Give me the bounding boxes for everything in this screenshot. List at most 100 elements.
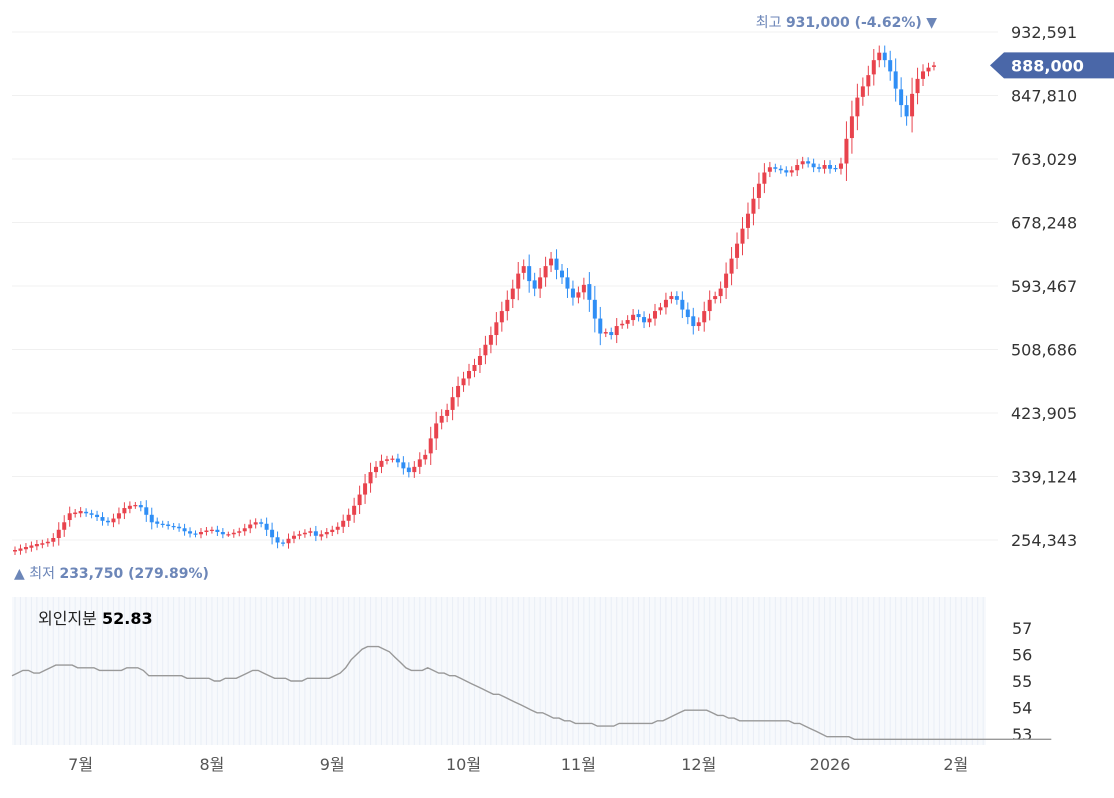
candle[interactable] (800, 156, 805, 169)
candle[interactable] (149, 507, 154, 530)
candle[interactable] (702, 301, 707, 332)
candle[interactable] (642, 311, 647, 329)
candle[interactable] (401, 456, 406, 475)
candle[interactable] (456, 376, 461, 407)
candle[interactable] (532, 272, 537, 297)
candle[interactable] (231, 529, 236, 538)
candle[interactable] (844, 121, 849, 181)
candle[interactable] (488, 326, 493, 354)
candle[interactable] (527, 254, 532, 293)
candle[interactable] (308, 527, 313, 537)
candle[interactable] (209, 526, 214, 534)
candle[interactable] (319, 530, 324, 541)
candle[interactable] (669, 291, 674, 304)
candle[interactable] (838, 157, 843, 175)
candle[interactable] (291, 531, 296, 544)
candle[interactable] (510, 279, 515, 308)
candle[interactable] (122, 502, 127, 520)
candle[interactable] (297, 530, 302, 540)
candle[interactable] (685, 302, 690, 325)
candle[interactable] (565, 267, 570, 298)
candle[interactable] (242, 523, 247, 536)
candle[interactable] (281, 539, 286, 547)
candle[interactable] (89, 509, 94, 519)
candle[interactable] (554, 249, 559, 280)
candle[interactable] (374, 461, 379, 478)
candle[interactable] (434, 411, 439, 451)
candle[interactable] (302, 529, 307, 538)
candle[interactable] (499, 301, 504, 332)
candle[interactable] (636, 309, 641, 322)
candle[interactable] (663, 292, 668, 315)
candle[interactable] (587, 272, 592, 312)
candle[interactable] (822, 160, 827, 174)
candle[interactable] (888, 50, 893, 81)
candle[interactable] (707, 290, 712, 321)
candle[interactable] (259, 518, 264, 528)
candle[interactable] (691, 307, 696, 335)
candle[interactable] (817, 163, 822, 173)
candle[interactable] (745, 202, 750, 240)
candle[interactable] (439, 409, 444, 430)
candle[interactable] (521, 259, 526, 280)
candle[interactable] (111, 513, 116, 528)
candle[interactable] (324, 528, 329, 539)
candle[interactable] (833, 164, 838, 172)
candle[interactable] (95, 510, 100, 522)
candle[interactable] (56, 522, 61, 546)
candle[interactable] (483, 335, 488, 365)
candle[interactable] (127, 501, 132, 514)
candle[interactable] (23, 543, 28, 554)
candle[interactable] (428, 426, 433, 465)
candle[interactable] (603, 328, 608, 338)
candle[interactable] (51, 533, 56, 547)
candle[interactable] (647, 313, 652, 328)
candle[interactable] (882, 45, 887, 68)
candle[interactable] (264, 517, 269, 536)
candle[interactable] (921, 64, 926, 86)
candle[interactable] (795, 159, 800, 177)
candle[interactable] (171, 522, 176, 530)
candle[interactable] (477, 347, 482, 374)
candle[interactable] (445, 403, 450, 423)
candle[interactable] (177, 523, 182, 532)
candle[interactable] (226, 531, 231, 537)
candle[interactable] (363, 473, 368, 504)
candle[interactable] (45, 538, 50, 547)
candle[interactable] (330, 525, 335, 536)
candle[interactable] (133, 501, 138, 509)
candle[interactable] (778, 165, 783, 174)
candle[interactable] (652, 303, 657, 326)
candle[interactable] (871, 48, 876, 86)
candle[interactable] (904, 95, 909, 126)
candle[interactable] (860, 77, 865, 106)
candle[interactable] (899, 77, 904, 118)
candle[interactable] (78, 507, 83, 518)
candle[interactable] (756, 172, 761, 210)
candle[interactable] (84, 508, 89, 517)
candle[interactable] (160, 520, 165, 528)
candle[interactable] (926, 62, 931, 77)
candle[interactable] (313, 525, 318, 542)
candle[interactable] (341, 514, 346, 533)
candle[interactable] (204, 526, 209, 536)
candle[interactable] (13, 546, 17, 556)
candle[interactable] (379, 454, 384, 474)
candle[interactable] (67, 506, 72, 527)
candle[interactable] (570, 280, 575, 306)
candle[interactable] (138, 501, 143, 512)
candle[interactable] (855, 83, 860, 131)
candle[interactable] (417, 452, 422, 474)
candle[interactable] (220, 528, 225, 539)
candle[interactable] (144, 500, 149, 522)
candle[interactable] (467, 363, 472, 386)
candle[interactable] (877, 45, 882, 68)
candle[interactable] (395, 453, 400, 468)
candle[interactable] (18, 544, 23, 555)
candle[interactable] (188, 527, 193, 538)
candle[interactable] (384, 455, 389, 465)
candle[interactable] (658, 302, 663, 315)
candle[interactable] (543, 256, 548, 287)
candle[interactable] (828, 160, 833, 174)
candle[interactable] (215, 525, 220, 536)
